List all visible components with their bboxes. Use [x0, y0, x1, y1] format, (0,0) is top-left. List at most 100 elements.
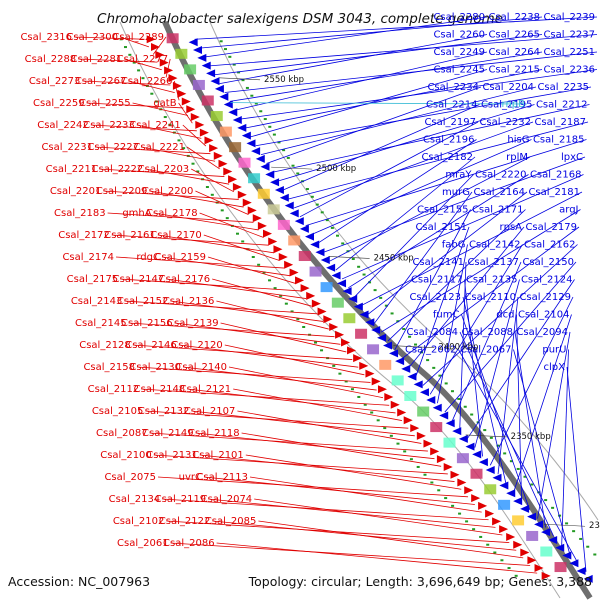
- gene-label: Csal_2235: [537, 82, 589, 93]
- reverse-gene-arrow: [192, 46, 202, 55]
- gene-label: Csal_2134: [109, 494, 161, 505]
- marker-dot: [368, 281, 372, 284]
- label-connector-line: [103, 190, 239, 200]
- reverse-gene-arrow: [583, 574, 593, 583]
- marker-dot: [384, 304, 388, 307]
- reverse-gene-arrow: [188, 38, 198, 47]
- label-connector-line: [367, 191, 528, 315]
- annotation-block: [470, 468, 483, 479]
- label-connector-line: [241, 432, 442, 467]
- reverse-gene-arrow: [513, 497, 523, 506]
- marker-dot: [458, 512, 462, 515]
- annotation-block: [498, 499, 511, 510]
- gene-label: Csal_2155: [417, 205, 469, 216]
- gene-label: rplM: [506, 152, 528, 163]
- label-connector-line: [182, 124, 207, 147]
- reverse-gene-arrow: [520, 504, 530, 513]
- marker-dot: [463, 405, 467, 408]
- gene-label: Csal_2147: [113, 274, 165, 285]
- gene-label: Csal_2145: [75, 318, 127, 329]
- reverse-gene-arrow: [576, 567, 586, 576]
- forward-gene-arrow: [278, 253, 288, 262]
- gene-label: Csal_2172: [58, 230, 110, 241]
- annotation-block: [210, 111, 223, 122]
- gene-label: Csal_2203: [138, 164, 190, 175]
- gene-label: rdgC: [136, 252, 160, 263]
- label-connector-line: [537, 331, 571, 519]
- forward-gene-arrow: [341, 338, 351, 347]
- label-connector-line: [514, 331, 546, 528]
- marker-dot: [402, 327, 406, 330]
- forward-gene-arrow: [410, 424, 420, 433]
- marker-dot: [314, 341, 318, 344]
- forward-gene-arrow: [436, 455, 446, 464]
- gene-label: Csal_2152: [117, 296, 169, 307]
- reverse-gene-arrow: [555, 543, 565, 552]
- kbp-marker: 2400 kbp: [438, 343, 478, 353]
- marker-dot: [254, 102, 258, 105]
- gene-label: Csal_2201: [50, 186, 102, 197]
- gene-label: Csal_2300: [66, 32, 118, 43]
- label-connector-line: [415, 226, 470, 377]
- forward-gene-arrow: [195, 120, 205, 129]
- forward-gene-arrow: [416, 431, 426, 440]
- forward-gene-arrow: [289, 268, 299, 277]
- marker-dot: [320, 211, 324, 214]
- gene-label: Csal_2176: [159, 274, 211, 285]
- forward-gene-arrow: [443, 462, 453, 471]
- marker-dot: [279, 294, 283, 297]
- label-connector-line: [124, 58, 162, 71]
- kbp-marker: 2300 kbp: [589, 521, 600, 531]
- marker-dot: [530, 483, 534, 486]
- gene-label: Csal_2239: [543, 12, 595, 23]
- reverse-gene-arrow: [445, 419, 455, 428]
- marker-dot: [390, 312, 394, 315]
- label-connector-line: [387, 209, 526, 342]
- gene-label: Csal_2187: [534, 117, 586, 128]
- annotation-block: [417, 406, 430, 417]
- gene-label: Csal_2259: [33, 98, 85, 109]
- gene-label: Csal_2141: [412, 257, 464, 268]
- label-connector-line: [329, 156, 531, 262]
- forward-gene-arrow: [520, 548, 530, 557]
- reverse-gene-arrow: [383, 341, 393, 350]
- gene-label: Csal_2220: [475, 170, 527, 181]
- reverse-gene-arrow: [432, 403, 442, 412]
- reverse-gene-arrow: [365, 318, 375, 327]
- label-connector-line: [335, 156, 476, 271]
- label-connector-line: [73, 36, 145, 40]
- marker-dot: [344, 380, 348, 383]
- marker-dot: [119, 38, 123, 41]
- label-connector-line: [199, 212, 264, 238]
- marker-dot: [282, 149, 286, 152]
- gene-label: Csal_2242: [37, 120, 89, 131]
- gene-label: Csal_2101: [192, 450, 244, 461]
- reverse-gene-arrow: [251, 147, 261, 156]
- marker-dot: [432, 366, 436, 369]
- reverse-gene-arrow: [255, 154, 265, 163]
- marker-dot: [284, 302, 288, 305]
- marker-dot: [154, 100, 158, 103]
- reverse-gene-arrow: [279, 193, 289, 202]
- gene-label: Csal_2185: [533, 135, 585, 146]
- forward-gene-arrow: [172, 81, 182, 90]
- gene-label: Csal_2084: [406, 327, 458, 338]
- label-connector-line: [459, 261, 467, 430]
- marker-dot: [123, 46, 127, 49]
- summary-text: Topology: circular; Length: 3,696,649 bp…: [248, 574, 592, 589]
- reverse-gene-arrow: [439, 411, 449, 420]
- marker-dot: [483, 429, 487, 432]
- label-connector-line: [437, 244, 468, 404]
- marker-dot: [315, 203, 319, 206]
- forward-gene-arrow: [257, 221, 267, 230]
- marker-dot: [128, 53, 132, 56]
- reverse-gene-arrow: [401, 364, 411, 373]
- gene-label: fabG: [442, 240, 466, 251]
- accession-text: Accession: NC_007963: [8, 574, 150, 589]
- marker-dot: [379, 296, 383, 299]
- reverse-gene-arrow: [458, 434, 468, 443]
- label-connector-line: [195, 190, 249, 216]
- gene-label: Csal_2238: [488, 12, 540, 23]
- marker-dot: [551, 506, 555, 509]
- gene-label: Csal_2280: [433, 12, 485, 23]
